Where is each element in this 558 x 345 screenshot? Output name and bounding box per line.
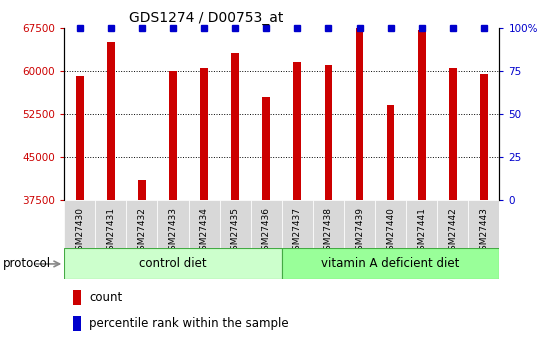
Text: GSM27443: GSM27443 [479, 207, 488, 256]
Bar [325, 65, 333, 200]
Bar [375, 200, 406, 248]
Bar [64, 200, 95, 248]
Bar [294, 62, 301, 200]
Text: GSM27431: GSM27431 [107, 207, 116, 256]
Text: protocol: protocol [3, 257, 51, 270]
Bar [169, 71, 177, 200]
Text: GSM27430: GSM27430 [75, 207, 84, 256]
Bar [406, 200, 437, 248]
Text: GSM27435: GSM27435 [230, 207, 239, 256]
Text: count: count [89, 291, 123, 304]
Text: GSM27437: GSM27437 [293, 207, 302, 256]
Text: GSM27440: GSM27440 [386, 207, 395, 256]
Text: GSM27432: GSM27432 [137, 207, 146, 256]
Bar [231, 53, 239, 200]
Bar [387, 105, 395, 200]
Bar [449, 68, 456, 200]
Bar [138, 180, 146, 200]
Bar [282, 248, 499, 279]
Bar [355, 28, 363, 200]
Bar [64, 248, 282, 279]
Bar [262, 97, 270, 200]
Text: control diet: control diet [139, 257, 207, 270]
Bar [418, 30, 426, 200]
Bar [200, 68, 208, 200]
Bar [126, 200, 157, 248]
Text: GSM27433: GSM27433 [169, 207, 177, 256]
Text: GSM27441: GSM27441 [417, 207, 426, 256]
Text: vitamin A deficient diet: vitamin A deficient diet [321, 257, 460, 270]
Text: GDS1274 / D00753_at: GDS1274 / D00753_at [129, 11, 284, 25]
Bar [220, 200, 251, 248]
Text: GSM27434: GSM27434 [200, 207, 209, 256]
Text: GSM27436: GSM27436 [262, 207, 271, 256]
Bar [313, 200, 344, 248]
Bar [437, 200, 468, 248]
Bar [95, 200, 126, 248]
Text: percentile rank within the sample: percentile rank within the sample [89, 317, 289, 330]
Bar [480, 73, 488, 200]
Bar [344, 200, 375, 248]
Text: GSM27439: GSM27439 [355, 207, 364, 256]
Bar [189, 200, 220, 248]
Text: GSM27442: GSM27442 [448, 207, 457, 256]
Text: GSM27438: GSM27438 [324, 207, 333, 256]
Bar [282, 200, 313, 248]
Bar [157, 200, 189, 248]
Bar [107, 42, 115, 200]
Bar [468, 200, 499, 248]
Bar [251, 200, 282, 248]
Bar [76, 77, 84, 200]
